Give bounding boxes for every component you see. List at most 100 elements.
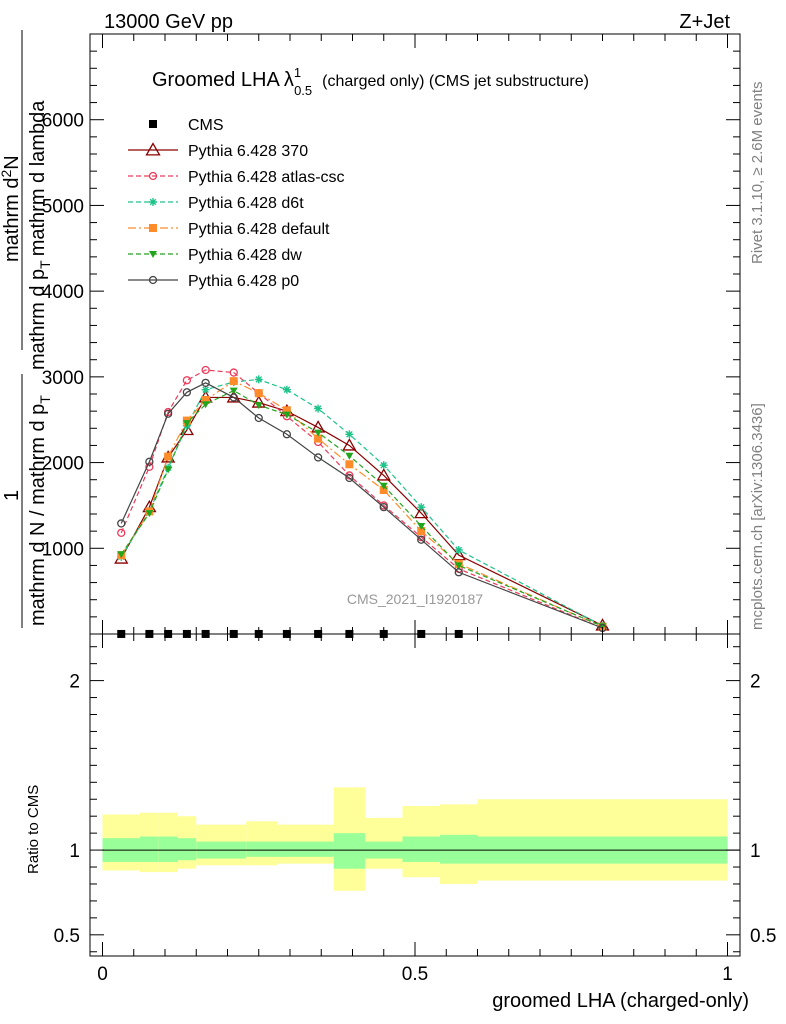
point-default-4 bbox=[201, 396, 210, 404]
series-line-p0 bbox=[120, 382, 603, 629]
point-p370-12 bbox=[451, 547, 466, 561]
analysis-watermark: CMS_2021_I1920187 bbox=[347, 591, 483, 607]
legend-marker-p0 bbox=[148, 275, 158, 285]
ylabel-denominator: mathrm d N / mathrm d pT bbox=[27, 395, 53, 626]
rivet-version-label: Rivet 3.1.10, ≥ 2.6M events bbox=[749, 82, 766, 265]
xtick-label: 1 bbox=[722, 964, 733, 985]
point-dw-6 bbox=[254, 402, 263, 410]
ratio-ytick-label-right: 0.5 bbox=[750, 926, 776, 947]
point-dw-2 bbox=[164, 466, 173, 474]
ratio-y-axis-title: Ratio to CMS bbox=[25, 785, 42, 874]
legend-entry-p370: Pythia 6.428 370 bbox=[128, 142, 308, 160]
series-line-default bbox=[120, 380, 603, 628]
legend-marker-d6t bbox=[149, 198, 157, 206]
point-dw-0 bbox=[117, 551, 126, 559]
ratio-ytick-label-left: 2 bbox=[69, 672, 80, 693]
header-left: 13000 GeV pp bbox=[104, 11, 233, 33]
x-axis-title: groomed LHA (charged-only) bbox=[492, 990, 749, 1012]
point-d6t-7 bbox=[282, 385, 291, 394]
mcplots-label: mcplots.cern.ch [arXiv:1306.3436] bbox=[749, 403, 766, 630]
point-p370-10 bbox=[376, 468, 391, 481]
series-dw bbox=[117, 387, 607, 631]
legend-entry-cms: CMS bbox=[149, 117, 224, 134]
legend-marker-p370 bbox=[145, 142, 161, 156]
ylabel-numerator-2: mathrm d pTmathrm d lambda bbox=[27, 100, 53, 370]
point-dw-11 bbox=[417, 523, 426, 530]
legend-label-dw: Pythia 6.428 dw bbox=[188, 247, 302, 264]
ratio-ytick-label-left: 1 bbox=[69, 841, 80, 862]
ratio-band-inner-10 bbox=[402, 836, 440, 862]
point-p0-5 bbox=[229, 393, 238, 402]
ylabel-numerator: mathrm d2N bbox=[0, 155, 23, 262]
legend-marker-dw bbox=[149, 251, 157, 258]
point-p0-7 bbox=[282, 430, 292, 439]
legend-label-atlas_csc: Pythia 6.428 atlas-csc bbox=[188, 169, 345, 186]
main-ytick-label: 5000 bbox=[42, 196, 84, 217]
ratio-band-inner-6 bbox=[246, 841, 278, 857]
point-p0-12 bbox=[454, 568, 463, 577]
legend-label-cms: CMS bbox=[188, 117, 224, 134]
ratio-frame bbox=[89, 633, 741, 957]
main-ytick-label: 1000 bbox=[42, 539, 84, 560]
ratio-band-inner-1 bbox=[140, 836, 159, 862]
main-ytick-label: 2000 bbox=[42, 454, 84, 475]
point-atlas_csc-1 bbox=[145, 462, 154, 472]
point-atlas_csc-0 bbox=[117, 528, 126, 538]
legend: CMS Pythia 6.428 370 Pythia 6.428 atlas-cs… bbox=[128, 117, 345, 290]
xtick-label: 0 bbox=[97, 964, 108, 985]
point-dw-8 bbox=[314, 429, 323, 437]
point-default-6 bbox=[254, 389, 263, 398]
legend-label-p370: Pythia 6.428 370 bbox=[188, 143, 308, 160]
point-dw-4 bbox=[201, 401, 210, 409]
legend-entry-default: Pythia 6.428 default bbox=[128, 221, 330, 238]
point-p0-9 bbox=[345, 473, 354, 483]
legend-label-p0: Pythia 6.428 p0 bbox=[188, 273, 299, 290]
point-d6t-6 bbox=[254, 375, 263, 384]
legend-entry-d6t: Pythia 6.428 d6t bbox=[128, 195, 304, 212]
point-p0-11 bbox=[417, 535, 426, 544]
point-default-5 bbox=[229, 377, 238, 386]
point-p0-6 bbox=[254, 413, 263, 423]
point-default-11 bbox=[417, 527, 426, 536]
point-p0-1 bbox=[145, 457, 154, 466]
point-p0-10 bbox=[379, 502, 388, 512]
point-atlas_csc-3 bbox=[182, 376, 192, 385]
point-p0-3 bbox=[182, 388, 192, 397]
axes-group: 1000 2000 3000 4000 5000 6000 0 0.5 1 0.5 0.5 1 1 2 2 bbox=[42, 33, 776, 985]
point-default-8 bbox=[314, 434, 323, 443]
main-ytick-label: 3000 bbox=[42, 368, 84, 389]
legend-entry-atlas_csc: Pythia 6.428 atlas-csc bbox=[128, 169, 345, 186]
ratio-band-inner-11 bbox=[440, 834, 478, 864]
point-default-10 bbox=[379, 486, 388, 494]
point-p370-11 bbox=[414, 505, 429, 519]
legend-label-d6t: Pythia 6.428 d6t bbox=[188, 195, 304, 212]
point-dw-12 bbox=[454, 562, 463, 570]
point-dw-9 bbox=[345, 452, 354, 460]
point-dw-3 bbox=[182, 420, 191, 428]
ratio-ytick-label-right: 1 bbox=[750, 841, 761, 862]
series-line-atlas_csc bbox=[120, 369, 603, 629]
main-y-axis-title: 1 mathrm d N / mathrm d pT mathrm d2N ma… bbox=[0, 30, 53, 628]
legend-entry-dw: Pythia 6.428 dw bbox=[128, 247, 302, 264]
point-d6t-4 bbox=[201, 385, 210, 394]
ylabel-fraction-one: 1 bbox=[1, 490, 23, 501]
point-p0-4 bbox=[201, 378, 210, 388]
main-ytick-label: 6000 bbox=[42, 111, 84, 132]
point-p0-0 bbox=[117, 519, 126, 528]
point-default-7 bbox=[282, 406, 291, 415]
legend-entry-p0: Pythia 6.428 p0 bbox=[128, 273, 299, 290]
point-d6t-9 bbox=[345, 430, 354, 439]
point-dw-10 bbox=[379, 482, 388, 490]
point-p0-2 bbox=[163, 409, 173, 418]
legend-label-default: Pythia 6.428 default bbox=[188, 221, 330, 238]
ratio-band-inner-8 bbox=[333, 833, 365, 869]
point-d6t-8 bbox=[314, 404, 323, 413]
ratio-ytick-label-left: 0.5 bbox=[54, 926, 80, 947]
point-atlas_csc-5 bbox=[229, 368, 238, 377]
legend-marker-atlas_csc bbox=[148, 171, 158, 181]
main-ytick-label: 4000 bbox=[42, 282, 84, 303]
point-p370-9 bbox=[342, 438, 357, 451]
ratio-band-inner-2 bbox=[158, 836, 178, 862]
point-p0-8 bbox=[313, 453, 323, 462]
